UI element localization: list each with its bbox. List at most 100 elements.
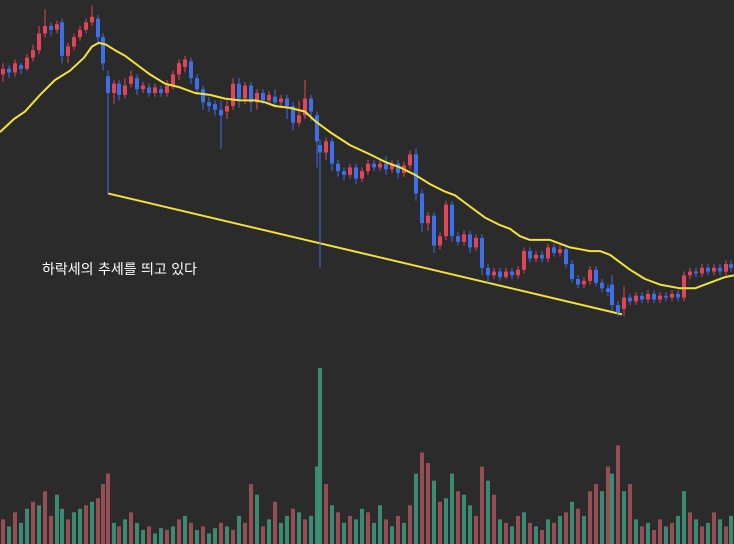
volume-bar xyxy=(19,522,23,544)
candle-body xyxy=(297,115,301,123)
candle-body xyxy=(90,16,94,23)
candle-body xyxy=(219,109,223,116)
candle-body xyxy=(354,167,358,179)
volume-bar xyxy=(402,522,406,544)
trendline-layer xyxy=(107,192,623,316)
candle-body xyxy=(640,295,644,300)
candle-body xyxy=(72,37,76,47)
volume-bar xyxy=(414,473,418,544)
volume-bar xyxy=(396,515,400,544)
volume-bar xyxy=(646,522,650,544)
candle-body xyxy=(718,267,722,272)
volume-bar xyxy=(336,512,340,544)
volume-bar xyxy=(576,508,580,544)
volume-bar xyxy=(438,501,442,544)
volume-bar xyxy=(360,508,364,544)
volume-bar xyxy=(504,522,508,544)
candle-body xyxy=(510,271,514,276)
candle-body xyxy=(366,163,370,172)
candle-body xyxy=(96,18,100,38)
volume-bar xyxy=(43,491,47,544)
candle-body xyxy=(576,279,580,285)
moving-average-layer xyxy=(0,41,734,290)
candle-body xyxy=(634,295,638,302)
volume-bar xyxy=(706,522,710,544)
volume-bar xyxy=(7,526,11,544)
candle-body xyxy=(106,76,110,93)
volume-bar xyxy=(90,501,94,544)
volume-bar xyxy=(183,515,187,544)
volume-bar xyxy=(342,522,346,544)
candle-body xyxy=(66,46,70,56)
candle-body xyxy=(616,305,620,313)
candle-body xyxy=(594,269,598,283)
volume-bar xyxy=(237,515,241,544)
candle-body xyxy=(372,163,376,168)
volume-bar xyxy=(408,505,412,544)
candle-body xyxy=(291,106,295,123)
candle-body xyxy=(31,50,35,58)
volume-bar xyxy=(1,519,5,544)
volume-bar xyxy=(420,452,424,544)
volume-bar xyxy=(700,526,704,544)
volume-bar xyxy=(522,512,526,544)
volume-bar xyxy=(348,515,352,544)
volume-bar xyxy=(426,463,430,544)
candle-body xyxy=(706,267,710,272)
candle-body xyxy=(249,85,253,103)
candle-body xyxy=(480,238,484,268)
volume-bar xyxy=(724,526,728,544)
candle-body xyxy=(396,163,400,173)
volume-bar xyxy=(285,515,289,544)
candle-body xyxy=(622,297,626,309)
volume-bar xyxy=(279,522,283,544)
volume-bar xyxy=(318,368,322,544)
candle-body xyxy=(171,74,175,86)
candle-body xyxy=(492,271,496,276)
candle-body xyxy=(528,251,532,259)
candle-body xyxy=(450,204,454,237)
volume-bar xyxy=(564,512,568,544)
candle-body xyxy=(676,293,680,298)
volume-bar xyxy=(372,522,376,544)
volume-bar xyxy=(135,522,139,544)
candle-body xyxy=(303,98,307,116)
candle-body xyxy=(652,293,656,300)
volume-bar xyxy=(658,519,662,544)
volume-bar xyxy=(60,508,64,544)
volume-bar xyxy=(468,505,472,544)
candle-body xyxy=(588,269,592,281)
candle-body xyxy=(159,89,163,93)
candle-body xyxy=(462,234,466,242)
volume-bar xyxy=(616,445,620,544)
volume-bar xyxy=(664,526,668,544)
volume-bar xyxy=(546,519,550,544)
volume-bar xyxy=(552,522,556,544)
volume-bar xyxy=(486,480,490,544)
volume-bar xyxy=(213,528,217,544)
volume-bar xyxy=(309,515,313,544)
candle-body xyxy=(670,293,674,298)
volume-bar xyxy=(628,484,632,544)
volume-bar xyxy=(243,522,247,544)
candle-body xyxy=(444,204,448,237)
volume-bar xyxy=(189,522,193,544)
candle-body xyxy=(628,297,632,302)
volume-bar xyxy=(670,522,674,544)
volume-bar xyxy=(106,473,110,544)
candle-body xyxy=(309,98,313,112)
candle-body xyxy=(570,264,574,279)
candle-body xyxy=(55,24,59,30)
volume-bar xyxy=(78,508,82,544)
candle-body xyxy=(564,249,568,265)
candle-body xyxy=(438,236,442,246)
volume-bar xyxy=(558,515,562,544)
candle-body xyxy=(600,282,604,289)
candle-body xyxy=(336,163,340,172)
volume-bar xyxy=(582,515,586,544)
candle-body xyxy=(189,61,193,79)
candle-body xyxy=(664,295,668,298)
candle-body xyxy=(658,295,662,300)
volume-bar xyxy=(195,529,199,544)
volume-bar xyxy=(255,494,259,544)
